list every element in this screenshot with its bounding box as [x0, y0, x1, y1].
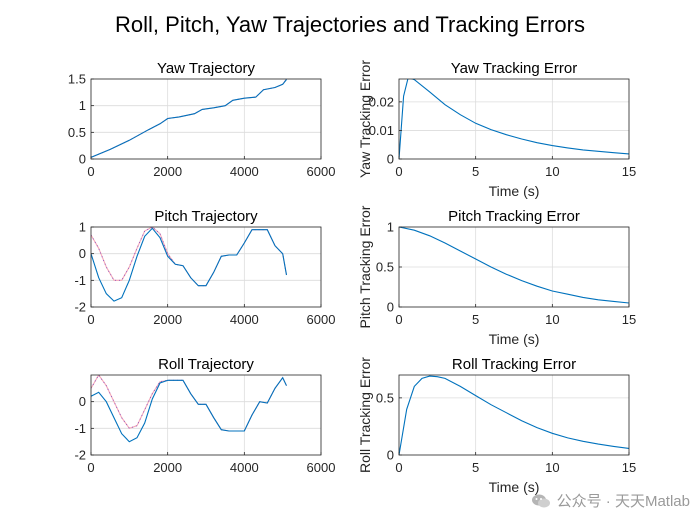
- x-tick-label: 0: [87, 164, 94, 179]
- y-tick-label: 0: [387, 152, 394, 167]
- y-tick-label: 0: [79, 152, 86, 167]
- roll-trajectory-reference-line: [91, 375, 287, 432]
- y-tick-label: 0.5: [68, 125, 86, 140]
- x-tick-label: 2000: [153, 312, 182, 327]
- yaw-tracking-error-title: Yaw Tracking Error: [451, 60, 577, 77]
- roll-trajectory-actual-line: [91, 376, 287, 443]
- x-tick-label: 2000: [153, 164, 182, 179]
- y-tick-label: 0.02: [369, 94, 394, 109]
- y-tick-label: -2: [74, 300, 86, 315]
- roll-tracking-error-title: Roll Tracking Error: [452, 356, 576, 373]
- y-tick-label: 1: [79, 98, 86, 113]
- x-tick-label: 15: [622, 164, 636, 179]
- x-tick-label: 10: [545, 312, 559, 327]
- watermark-text: 公众号 · 天天Matlab: [556, 493, 690, 510]
- x-tick-label: 2000: [153, 460, 182, 475]
- roll-trajectory-axes: 0 2000 4000 6000 -2 -1 0 Roll Trajectory: [74, 356, 335, 475]
- figure-title: Roll, Pitch, Yaw Trajectories and Tracki…: [115, 12, 585, 37]
- x-tick-label: 0: [395, 312, 402, 327]
- pitch-tracking-error-title: Pitch Tracking Error: [448, 208, 580, 225]
- wechat-icon: [531, 494, 550, 507]
- yaw-tracking-error-ylabel: Yaw Tracking Error: [357, 60, 373, 178]
- x-tick-label: 4000: [230, 460, 259, 475]
- y-tick-label: -2: [74, 448, 86, 463]
- yaw-trajectory-axes-box: [90, 78, 322, 160]
- x-tick-label: 0: [87, 312, 94, 327]
- x-tick-label: 5: [472, 312, 479, 327]
- yaw-trajectory-actual-line: [91, 79, 287, 158]
- y-tick-label: 1: [79, 220, 86, 235]
- x-tick-label: 4000: [230, 164, 259, 179]
- roll-trajectory-axes-box: [90, 374, 322, 456]
- pitch-trajectory-reference-dots: [91, 227, 287, 287]
- roll-tracking-error-axes-box: [398, 374, 630, 456]
- x-tick-label: 0: [87, 460, 94, 475]
- yaw-trajectory-reference-dots: [91, 79, 287, 158]
- y-tick-label: 0: [387, 300, 394, 315]
- y-tick-label: 1: [387, 220, 394, 235]
- yaw-tracking-error-axes-box: [398, 78, 630, 160]
- x-tick-label: 0: [395, 460, 402, 475]
- watermark: 公众号 · 天天Matlab: [531, 490, 690, 511]
- yaw-tracking-error-xlabel: Time (s): [489, 183, 540, 199]
- pitch-trajectory-actual-line: [91, 227, 288, 302]
- pitch-tracking-error-xlabel: Time (s): [489, 331, 540, 347]
- y-tick-label: 0.01: [369, 123, 394, 138]
- x-tick-label: 6000: [307, 460, 336, 475]
- x-tick-label: 15: [622, 460, 636, 475]
- pitch-trajectory-axes: 0 2000 4000 6000 -2 -1 0 1 Pitch Trajectory: [74, 208, 335, 327]
- pitch-trajectory-reference-line: [91, 227, 288, 287]
- y-tick-label: 0: [79, 394, 86, 409]
- x-tick-label: 5: [472, 164, 479, 179]
- x-tick-label: 10: [545, 164, 559, 179]
- y-tick-label: 0: [79, 246, 86, 261]
- x-tick-label: 15: [622, 312, 636, 327]
- y-tick-label: 0: [387, 448, 394, 463]
- y-tick-label: -1: [74, 273, 86, 288]
- yaw-trajectory-title: Yaw Trajectory: [157, 60, 256, 77]
- x-tick-label: 6000: [307, 312, 336, 327]
- y-tick-label: 0.5: [376, 390, 394, 405]
- yaw-trajectory-axes: 0 2000 4000 6000 0 0.5 1 1.5 Yaw Trajectory: [68, 60, 336, 179]
- x-tick-label: 10: [545, 460, 559, 475]
- roll-trajectory-reference-dots: [91, 375, 287, 432]
- roll-tracking-error-ylabel: Roll Tracking Error: [357, 357, 373, 473]
- pitch-tracking-error-actual-line: [399, 227, 629, 304]
- y-tick-label: -1: [74, 421, 86, 436]
- x-tick-label: 0: [395, 164, 402, 179]
- roll-trajectory-title: Roll Trajectory: [158, 356, 254, 373]
- x-tick-label: 5: [472, 460, 479, 475]
- yaw-trajectory-reference-line: [91, 79, 287, 158]
- yaw-tracking-error-actual-line: [399, 79, 629, 159]
- y-tick-label: 0.5: [376, 260, 394, 275]
- pitch-trajectory-axes-box: [90, 226, 322, 308]
- x-tick-label: 4000: [230, 312, 259, 327]
- pitch-tracking-error-axes: 0 5 10 15 0 0.5 1 Pitch Tracking Error Time (s) P…: [357, 205, 636, 347]
- x-tick-label: 6000: [307, 164, 336, 179]
- pitch-trajectory-title: Pitch Trajectory: [154, 208, 258, 225]
- pitch-tracking-error-ylabel: Pitch Tracking Error: [357, 205, 373, 328]
- roll-tracking-error-actual-line: [399, 375, 629, 455]
- roll-tracking-error-xlabel: Time (s): [489, 479, 540, 495]
- y-tick-label: 1.5: [68, 72, 86, 87]
